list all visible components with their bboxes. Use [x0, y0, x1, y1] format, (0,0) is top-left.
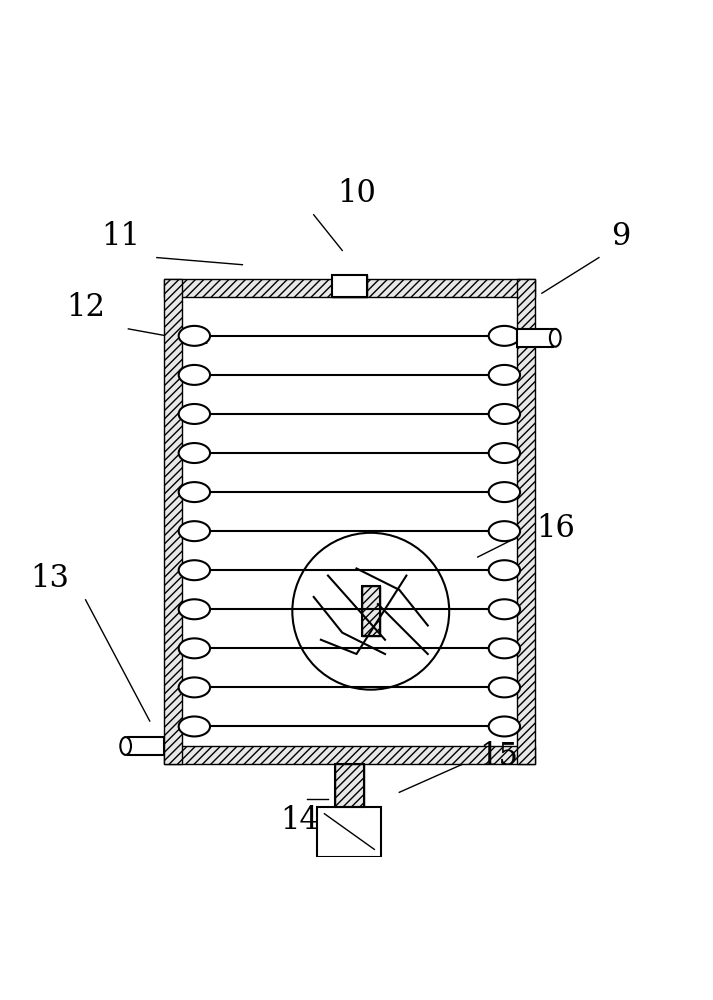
Bar [317, 807, 381, 856]
Bar [517, 279, 535, 764]
Bar [335, 764, 364, 807]
Ellipse shape [179, 443, 210, 463]
Ellipse shape [488, 482, 520, 502]
Bar [128, 737, 164, 755]
Ellipse shape [488, 521, 520, 541]
Ellipse shape [179, 560, 210, 580]
Ellipse shape [179, 404, 210, 424]
Ellipse shape [179, 716, 210, 736]
Bar [164, 746, 535, 764]
Text: 14: 14 [280, 805, 319, 836]
Text: 16: 16 [537, 513, 575, 544]
Bar [332, 275, 367, 297]
Ellipse shape [179, 521, 210, 541]
Ellipse shape [488, 365, 520, 385]
Ellipse shape [120, 737, 131, 755]
Bar [362, 586, 379, 636]
Bar [164, 279, 535, 297]
Ellipse shape [488, 443, 520, 463]
Bar [332, 275, 367, 297]
Text: 13: 13 [31, 563, 69, 594]
Bar [335, 764, 364, 807]
Ellipse shape [488, 599, 520, 619]
Ellipse shape [488, 404, 520, 424]
Ellipse shape [179, 326, 210, 346]
Ellipse shape [179, 599, 210, 619]
Bar [362, 586, 379, 636]
Ellipse shape [550, 329, 560, 347]
Ellipse shape [179, 638, 210, 658]
Ellipse shape [179, 365, 210, 385]
Ellipse shape [179, 677, 210, 697]
Text: 15: 15 [480, 741, 518, 772]
Ellipse shape [488, 560, 520, 580]
Ellipse shape [488, 716, 520, 736]
Ellipse shape [488, 677, 520, 697]
Ellipse shape [179, 482, 210, 502]
Text: 10: 10 [337, 178, 376, 209]
Bar [182, 297, 517, 746]
Text: 12: 12 [66, 292, 105, 323]
Ellipse shape [488, 638, 520, 658]
Bar [517, 329, 553, 347]
Ellipse shape [488, 326, 520, 346]
Text: 9: 9 [611, 221, 630, 252]
Bar [164, 279, 182, 764]
Text: 11: 11 [102, 221, 140, 252]
